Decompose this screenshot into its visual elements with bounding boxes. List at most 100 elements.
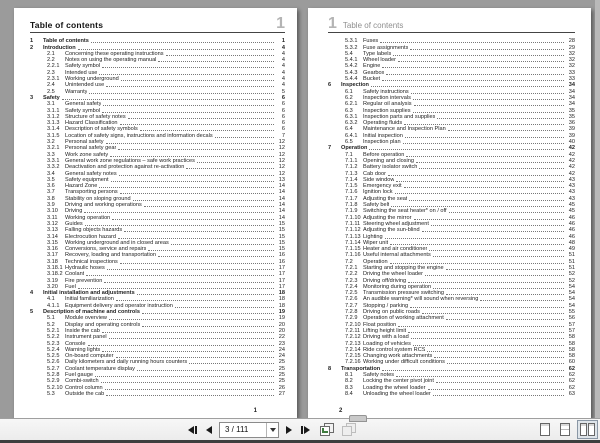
toolbar-grip[interactable]: [349, 415, 367, 422]
toc-entry-page: 39: [568, 132, 575, 139]
toc-entry-number: 3.11: [47, 214, 58, 221]
toc-entry-title: Inside the cab: [65, 327, 100, 334]
toc-entry-number: 7.2.14: [345, 346, 361, 353]
toc-entry-number: 6.3.1: [345, 113, 358, 120]
toc-entry-title: Lighting: [363, 233, 383, 240]
toc-entry-page: 42: [568, 145, 575, 152]
toc-entry-number: 7.2.8: [345, 309, 358, 316]
toc-entry-number: 7.2.4: [345, 283, 358, 290]
toc-entry-number: 5.4.4: [345, 76, 358, 83]
single-page-layout-icon: [540, 423, 550, 436]
toc-entry-page: 28: [568, 38, 575, 45]
toc-entry-page: 18: [278, 296, 285, 303]
toc-row: 5.2.2 Instrument panel 22: [30, 334, 285, 340]
toc-entry-number: 3.5: [47, 176, 55, 183]
previous-page-button[interactable]: [204, 424, 214, 436]
toc-entry-page: 12: [278, 145, 285, 152]
toc-leader-dots: [110, 180, 274, 182]
page-header: 1 Table of contents: [328, 16, 575, 32]
toc-leader-dots: [104, 281, 274, 283]
toc-entry-title: Gearbox: [363, 69, 385, 76]
previous-view-button[interactable]: [320, 423, 334, 436]
toc-entry-number: 3.1: [47, 101, 55, 108]
toc-entry-number: 2.1: [47, 50, 55, 57]
toc-entry-title: Deactivation and protection against re-a…: [65, 164, 185, 171]
single-page-layout-button[interactable]: [537, 420, 553, 439]
toc-entry-page: 35: [568, 107, 575, 114]
toc-entry-number: 5.2.9: [47, 378, 60, 385]
toc-row: 3.4 General safety notes 12: [30, 170, 285, 177]
toc-entry-title: Combi-switch: [65, 378, 99, 385]
toc-entry-page: 4: [281, 57, 285, 64]
toc-entry-title: General work zone regulations – safe wor…: [65, 157, 195, 164]
first-page-button[interactable]: [186, 424, 199, 436]
toc-row: 6.5 Inspection plan 40: [328, 139, 575, 145]
toc-entry-title: Starting and stopping the engine: [363, 264, 444, 271]
vertical-scrollbar[interactable]: [595, 0, 600, 419]
toc-row: 3.1.1 Safety symbol 6: [30, 107, 285, 114]
toc-entry-number: 6.2: [345, 94, 353, 101]
toc-entry-page: 15: [278, 246, 285, 253]
toc-entry-title: Hazard Zone: [65, 183, 98, 190]
toc-entry-number: 6.2.1: [345, 101, 358, 108]
toc-leader-dots: [89, 92, 274, 94]
continuous-layout-button[interactable]: [557, 420, 573, 439]
toc-entry-page: 42: [568, 151, 575, 158]
toc-leader-dots: [143, 206, 274, 208]
page-dropdown-button[interactable]: [266, 422, 278, 437]
toc-entry-title: Operating fluids: [363, 120, 403, 127]
toc-entry-number: 3.18: [47, 258, 58, 265]
toc-leader-dots: [102, 67, 274, 69]
toc-row: 7.2.1 Starting and stopping the engine 5…: [328, 265, 575, 271]
toc-entry-title: Adjusting the mirror: [363, 214, 412, 221]
toc-entry-number: 6.3: [345, 107, 353, 114]
toc-row: 7.1.9 Switching the seat heater* on / of…: [328, 208, 575, 214]
toc-entry-number: 7.1.16: [345, 252, 361, 259]
two-page-layout-button[interactable]: [577, 420, 598, 439]
toc-entry-page: 57: [568, 321, 575, 328]
toc-entry-number: 3.16: [47, 246, 58, 253]
toc-entry-number: 3.3.2: [47, 164, 60, 171]
toc-entry-page: 6: [281, 120, 285, 127]
toc-entry-title: Stability on sloping ground: [65, 195, 131, 202]
toc-leader-dots: [189, 363, 274, 365]
toc-row: 3.3.1 General work zone regulations – sa…: [30, 158, 285, 164]
toc-row: 3.12 Guides 15: [30, 221, 285, 227]
toc-entry-page: 17: [278, 277, 285, 284]
toc-leader-dots: [118, 237, 274, 239]
toc-entry-title: Technical inspections: [65, 258, 118, 265]
toc-entry-title: Transporting persons: [65, 189, 118, 196]
toc-entry-page: 15: [278, 233, 285, 240]
last-page-button[interactable]: [299, 424, 312, 436]
toc-leader-dots: [148, 250, 274, 252]
toc-entry-number: 1: [30, 38, 34, 45]
toc-entry-title: Fuel: [65, 283, 76, 290]
toc-entry-number: 5.2.1: [47, 327, 60, 334]
toc-entry-title: Personal safety gear: [65, 145, 117, 152]
page-number-value[interactable]: 3 / 111: [225, 424, 249, 434]
toc-entry-number: 5.1: [47, 315, 55, 322]
continuous-layout-icon: [560, 423, 570, 436]
toc-entry-page: 22: [278, 334, 285, 341]
next-page-button[interactable]: [284, 424, 294, 436]
toc-row: 6.2 Inspection intervals 34: [328, 95, 575, 101]
toc-entry-title: Driving with a load: [363, 334, 409, 341]
toc-entry-title: Initial familiarization: [65, 296, 114, 303]
toc-entry-page: 33: [568, 76, 575, 83]
toc-leader-dots: [174, 306, 274, 308]
toc-entry-number: 5.3.1: [345, 38, 358, 45]
toc-entry-title: Inspection plan: [363, 139, 401, 146]
toc-entry-number: 7.2.7: [345, 302, 358, 309]
page-number-field[interactable]: 3 / 111: [219, 421, 279, 438]
toc-entry-page: 25: [278, 372, 285, 379]
toc-row: 3.1.4 Description of safety symbols 6: [30, 126, 285, 132]
toc-row: 5.4 Type labels 32: [328, 51, 575, 57]
toc-row: 8 Transportation 62: [328, 365, 575, 372]
toc-row: 7.1.8 Safety belt 45: [328, 202, 575, 208]
next-view-button[interactable]: [342, 423, 356, 436]
toc-leader-dots: [369, 149, 564, 151]
toc-entry-number: 2: [30, 44, 34, 51]
page-footer-number: 2: [339, 408, 343, 414]
toc-entry-title: Conversions, service and repairs: [65, 246, 147, 253]
toc-entry-title: Driving off/driving: [363, 277, 407, 284]
